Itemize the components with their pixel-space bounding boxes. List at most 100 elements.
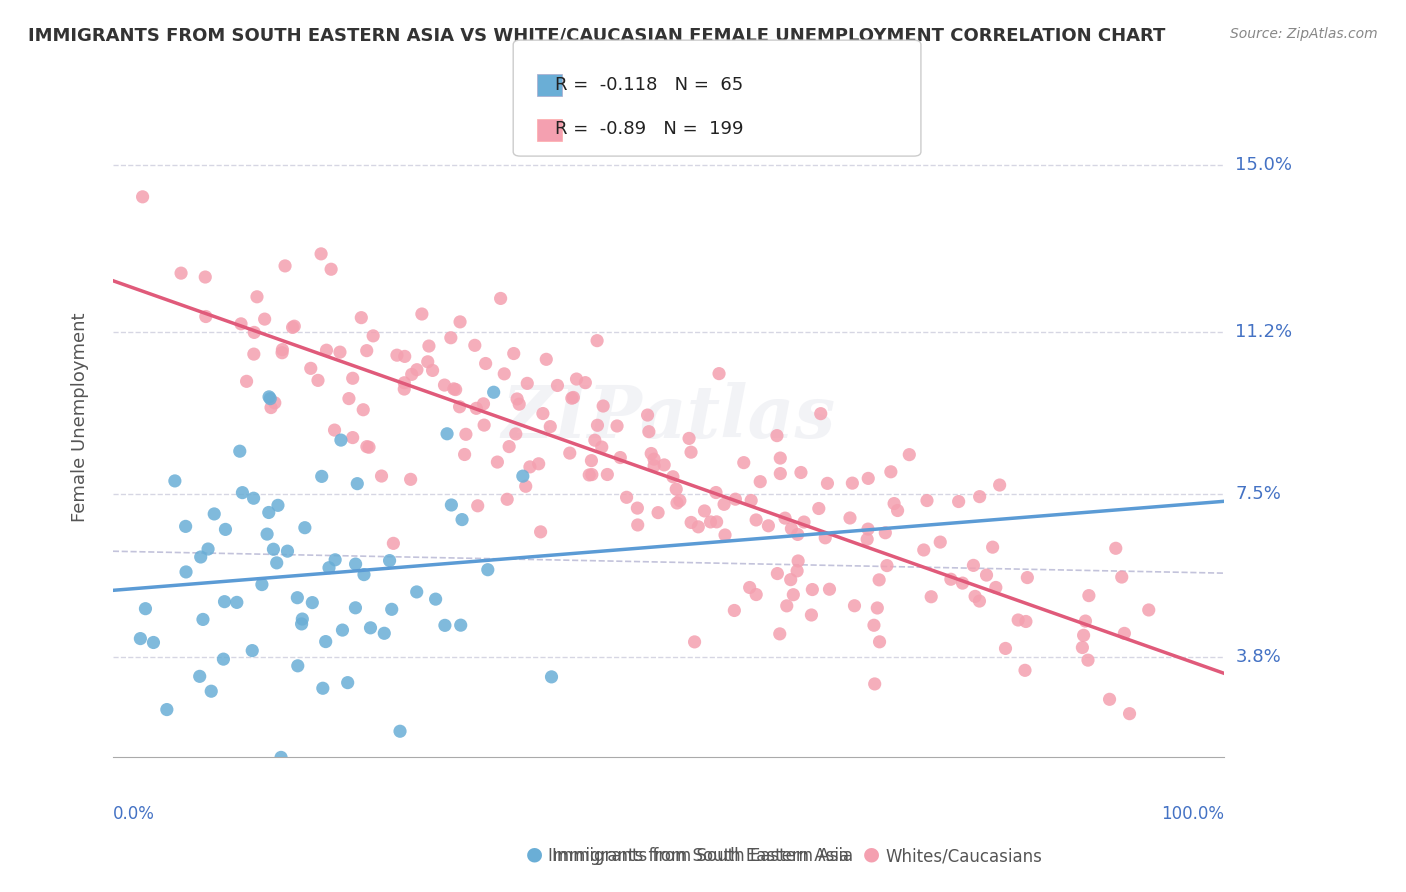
Point xyxy=(174,565,197,579)
Point xyxy=(443,382,465,396)
Point xyxy=(440,498,463,512)
Point xyxy=(270,750,292,764)
Point xyxy=(496,492,519,507)
Point xyxy=(356,440,378,454)
Point xyxy=(131,190,153,204)
Point xyxy=(915,493,938,508)
Point xyxy=(389,724,412,739)
Point xyxy=(489,292,512,306)
Point xyxy=(394,350,416,364)
Point xyxy=(373,626,395,640)
Point xyxy=(337,392,360,406)
Point xyxy=(352,402,374,417)
Point xyxy=(965,590,987,604)
Point xyxy=(267,499,290,513)
Point xyxy=(814,531,837,545)
Point xyxy=(505,426,527,441)
Point xyxy=(516,376,538,391)
Point xyxy=(474,357,496,371)
Point xyxy=(1014,663,1036,677)
Point xyxy=(281,320,304,334)
Point xyxy=(591,440,613,454)
Point xyxy=(318,560,340,574)
Point xyxy=(385,348,408,362)
Text: Immigrants from South Eastern Asia: Immigrants from South Eastern Asia xyxy=(553,847,853,865)
Point xyxy=(1015,615,1038,629)
Point xyxy=(360,621,382,635)
Point xyxy=(301,596,323,610)
Point xyxy=(704,485,727,500)
Point xyxy=(984,581,1007,595)
Point xyxy=(875,525,897,540)
Point xyxy=(574,376,596,390)
Point xyxy=(212,652,235,666)
Point xyxy=(678,431,700,445)
Point xyxy=(586,334,609,348)
Point xyxy=(562,391,585,405)
Point xyxy=(540,670,562,684)
Point xyxy=(869,635,891,649)
Point xyxy=(817,476,839,491)
Point xyxy=(880,465,903,479)
Point xyxy=(527,457,550,471)
Point xyxy=(370,469,392,483)
Point xyxy=(758,518,780,533)
Text: IMMIGRANTS FROM SOUTH EASTERN ASIA VS WHITE/CAUCASIAN FEMALE UNEMPLOYMENT CORREL: IMMIGRANTS FROM SOUTH EASTERN ASIA VS WH… xyxy=(28,27,1166,45)
Point xyxy=(807,501,830,516)
Point xyxy=(596,467,619,482)
Point xyxy=(418,339,440,353)
Point xyxy=(394,376,416,390)
Point xyxy=(586,418,609,433)
Point xyxy=(321,262,343,277)
Point xyxy=(738,581,761,595)
Point xyxy=(394,382,416,396)
Point xyxy=(259,392,281,406)
Point xyxy=(638,425,661,439)
Point xyxy=(969,490,991,504)
Point xyxy=(329,345,352,359)
Point xyxy=(769,467,792,481)
Point xyxy=(841,476,863,491)
Point xyxy=(988,478,1011,492)
Point xyxy=(502,346,524,360)
Point xyxy=(274,259,297,273)
Point xyxy=(592,399,614,413)
Point xyxy=(793,515,815,529)
Point xyxy=(344,600,367,615)
Point xyxy=(801,582,824,597)
Point xyxy=(467,499,489,513)
Point xyxy=(450,618,472,632)
Point xyxy=(1077,589,1099,603)
Point xyxy=(243,347,266,361)
Point xyxy=(257,506,280,520)
Point xyxy=(344,557,367,571)
Point xyxy=(948,494,970,508)
Point xyxy=(713,497,735,511)
Text: 11.2%: 11.2% xyxy=(1236,323,1292,341)
Point xyxy=(643,452,665,467)
Point xyxy=(546,378,568,392)
Point xyxy=(818,582,841,597)
Point xyxy=(688,520,710,534)
Point xyxy=(454,427,477,442)
Point xyxy=(242,491,264,506)
Point xyxy=(1114,626,1136,640)
Point xyxy=(311,469,333,483)
Point xyxy=(323,553,346,567)
Point xyxy=(422,363,444,377)
Point xyxy=(436,426,458,441)
Point xyxy=(773,511,796,525)
Text: 0.0%: 0.0% xyxy=(112,805,155,823)
Point xyxy=(342,431,364,445)
Point xyxy=(787,554,810,568)
Point xyxy=(260,401,283,415)
Point xyxy=(652,458,675,472)
Point xyxy=(868,573,890,587)
Point xyxy=(357,440,380,454)
Point xyxy=(740,493,762,508)
Point xyxy=(231,485,253,500)
Point xyxy=(766,566,789,581)
Point xyxy=(194,270,217,285)
Point xyxy=(515,479,537,493)
Point xyxy=(699,515,721,529)
